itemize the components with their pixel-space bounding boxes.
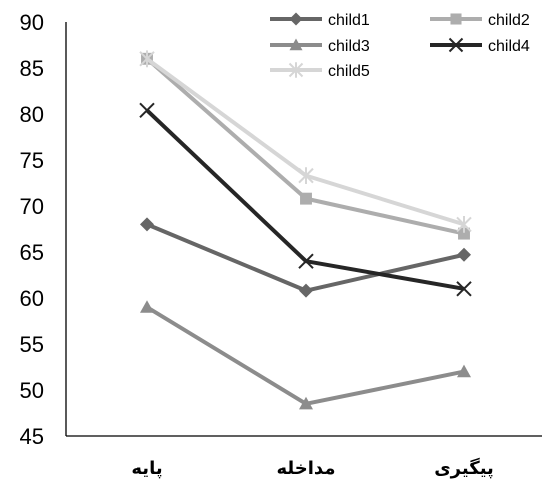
legend-item-child4: child4: [430, 37, 530, 55]
series-line: [145, 305, 465, 406]
legend-label: child5: [328, 63, 370, 80]
legend-item-child5: child5: [270, 62, 370, 80]
data-point-marker: [450, 13, 462, 25]
series-child4: [139, 102, 472, 297]
legend-item-child1: child1: [270, 12, 370, 29]
legend-item-child3: child3: [270, 38, 370, 55]
data-point-marker: [289, 12, 303, 26]
data-point-marker: [289, 38, 303, 51]
data-point-marker: [139, 102, 155, 119]
data-point-marker: [456, 281, 472, 297]
axes: [65, 22, 542, 437]
y-tick-label: 55: [20, 332, 44, 357]
data-point-marker: [288, 62, 304, 78]
legend-label: child1: [328, 12, 370, 29]
y-tick-label: 70: [20, 194, 44, 219]
data-point-marker: [140, 300, 154, 313]
x-category-label: مداخله: [277, 458, 336, 479]
series-child3: [140, 300, 471, 410]
legend-label: child2: [488, 12, 530, 29]
x-category-label: پایه: [131, 458, 162, 479]
data-point-marker: [457, 364, 471, 378]
data-point-marker: [458, 227, 470, 240]
series-child5: [139, 50, 472, 233]
y-tick-label: 50: [20, 378, 44, 403]
data-point-marker: [456, 216, 472, 233]
y-tick-label: 85: [20, 56, 44, 81]
y-tick-labels: 45 50 55 60 65 70 75 80 85 90: [20, 10, 44, 449]
data-point-marker: [300, 192, 312, 205]
y-tick-label: 65: [20, 240, 44, 265]
legend: child1 child2 child3 child4 child5: [270, 12, 530, 80]
x-category-labels: پایه مداخله پیگیری: [131, 457, 493, 479]
series-line: [145, 57, 465, 236]
x-category-label: پیگیری: [434, 457, 494, 479]
legend-item-child2: child2: [430, 12, 530, 29]
data-point-marker: [139, 50, 155, 68]
data-point-marker: [299, 396, 313, 410]
data-point-marker: [298, 167, 314, 185]
y-tick-label: 80: [20, 102, 44, 127]
data-point-marker: [298, 253, 314, 269]
y-tick-label: 60: [20, 286, 44, 311]
legend-label: child3: [328, 38, 370, 55]
series-group: [139, 50, 472, 410]
data-point-marker: [299, 283, 313, 298]
y-tick-label: 45: [20, 424, 44, 449]
y-tick-label: 90: [20, 10, 44, 35]
legend-label: child4: [488, 38, 530, 55]
data-point-marker: [457, 247, 471, 262]
data-point-marker: [448, 37, 464, 53]
series-child1: [140, 217, 471, 298]
data-point-marker: [140, 217, 154, 232]
y-tick-label: 75: [20, 148, 44, 173]
